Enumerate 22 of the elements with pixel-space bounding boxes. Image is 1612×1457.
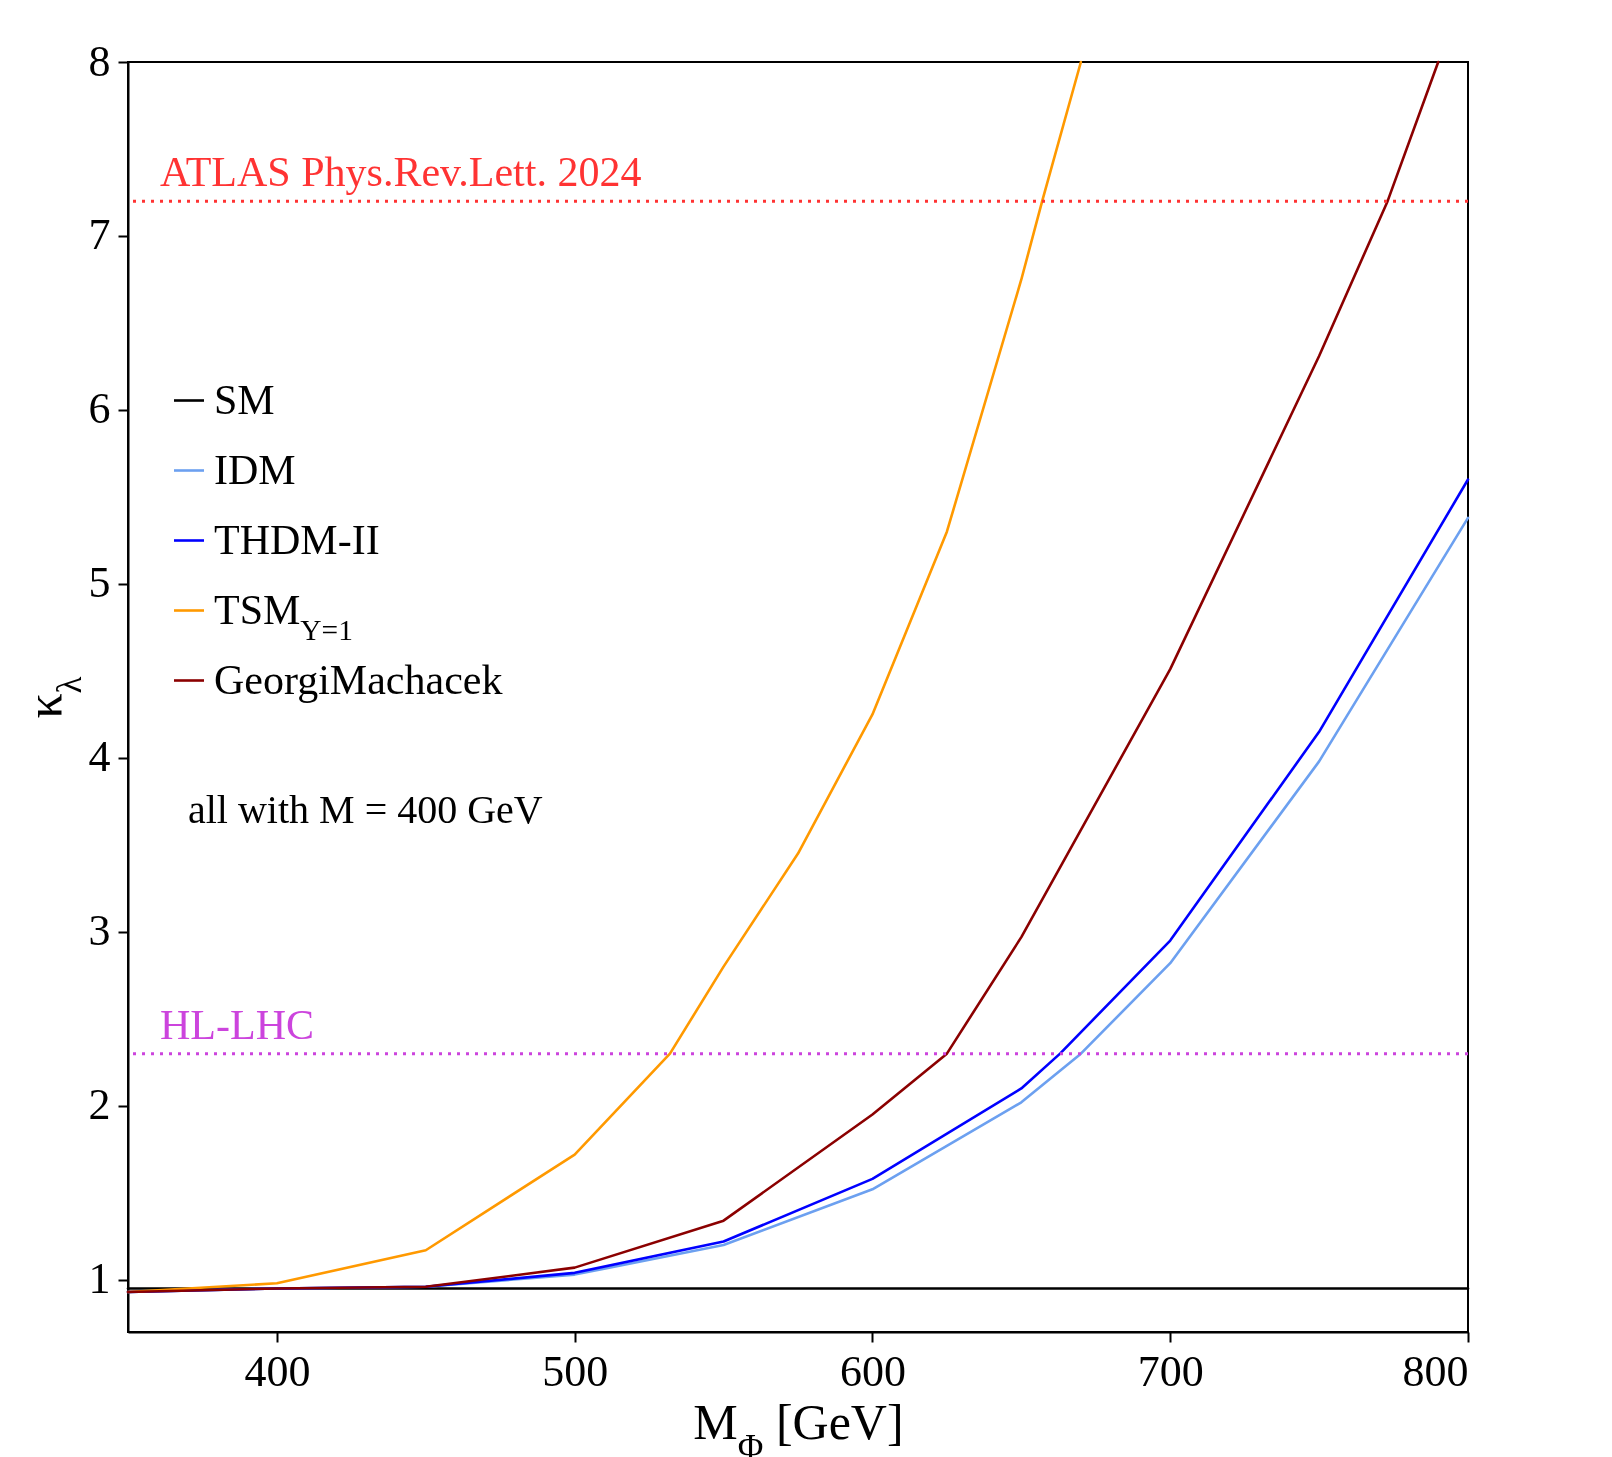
legend-label: SM xyxy=(214,376,275,423)
y-tick-label: 8 xyxy=(88,36,111,86)
y-tick-label: 5 xyxy=(88,558,111,608)
legend-label: TSM$_{Y=1}$ xyxy=(214,586,353,646)
annotation: all with M = 400 GeV xyxy=(188,787,543,833)
x-tick-label: 700 xyxy=(1137,1346,1204,1396)
y-tick-label: 1 xyxy=(88,1254,111,1304)
line-series xyxy=(126,60,1440,1294)
y-tick-label: 4 xyxy=(88,732,111,782)
y-tick-label: 6 xyxy=(88,384,111,434)
x-tick-label: 400 xyxy=(244,1346,311,1396)
y-tick-label: 7 xyxy=(88,210,111,260)
x-tick-label: 800 xyxy=(1402,1346,1469,1396)
legend-label: IDM xyxy=(214,446,296,493)
y-tick-label: 2 xyxy=(88,1080,111,1130)
legend-label: GeorgiMachacek xyxy=(214,656,503,703)
x-tick-label: 500 xyxy=(542,1346,609,1396)
y-tick-label: 3 xyxy=(88,906,111,956)
x-tick-label: 600 xyxy=(839,1346,906,1396)
ref-line-label: HL-LHC xyxy=(160,1001,314,1048)
legend-label: THDM-II xyxy=(214,516,380,563)
ref-line-label: ATLAS Phys.Rev.Lett. 2024 xyxy=(160,149,642,196)
